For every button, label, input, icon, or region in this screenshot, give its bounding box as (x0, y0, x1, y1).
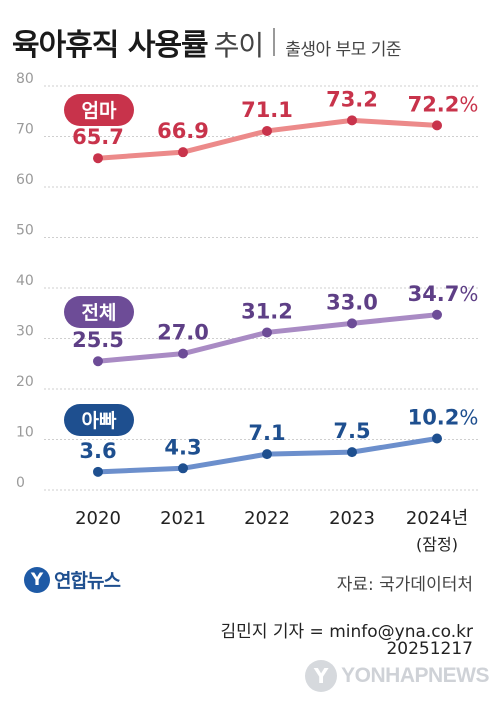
x-tick-labels: 2020 2021 2022 2023 2024년 (잠정) (75, 508, 468, 554)
x-tick-label: 2020 (75, 508, 121, 529)
series-badge-label: 아빠 (82, 410, 117, 432)
x-tick-sublabel: (잠정) (416, 535, 458, 554)
data-point (262, 327, 272, 338)
data-point (432, 309, 442, 320)
data-point (347, 447, 357, 458)
x-tick-label: 2022 (244, 508, 290, 529)
data-label: 7.1 (248, 421, 285, 445)
series-2: 25.5 27.0 31.2 33.0 34.7% 전체 (64, 282, 479, 367)
y-tick-label: 70 (16, 122, 34, 138)
data-point (93, 153, 103, 164)
series-3: 3.6 4.3 7.1 7.5 10.2% 아빠 (64, 404, 478, 477)
x-tick-label: 2024년 (406, 508, 468, 529)
series-1: 65.7 66.9 71.1 73.2 72.2% 엄마 (64, 87, 479, 164)
data-label: 3.6 (79, 439, 116, 463)
data-label: 65.7 (72, 125, 124, 149)
series-badge-label: 전체 (82, 302, 117, 324)
data-point (93, 356, 103, 367)
data-label: 72.2% (408, 92, 479, 116)
x-tick-label: 2021 (160, 508, 206, 529)
line-chart: 0 10 20 30 40 50 60 70 80 2020 2021 2022 2023 2024년 (… (16, 71, 479, 554)
series-badge (64, 404, 134, 436)
y-tick-label: 10 (16, 425, 34, 441)
series-group: 65.7 66.9 71.1 73.2 72.2% 엄마 25.5 27.0 31.2 33.0 3… (64, 87, 479, 477)
data-label: 71.1 (241, 98, 293, 122)
data-label: 4.3 (164, 435, 201, 459)
data-label: 31.2 (241, 299, 293, 323)
data-label: 7.5 (333, 419, 370, 443)
data-point (262, 125, 272, 136)
title-divider (273, 28, 276, 56)
reporter-credit: 김민지 기자 = minfo@yna.co.kr (220, 622, 473, 642)
chart-title-tail: 추이 (213, 29, 265, 62)
data-label: 34.7% (408, 282, 479, 306)
data-label: 27.0 (157, 321, 209, 345)
watermark-text: YONHAPNEWS (341, 664, 489, 687)
y-tick-label: 50 (16, 223, 34, 239)
data-label-unit: % (459, 92, 478, 116)
data-label: 33.0 (326, 290, 378, 314)
watermark-icon: Y (305, 660, 338, 692)
chart-title-row: 육아휴직 사용률 추이 출생아 부모 기준 (12, 20, 401, 64)
publish-date: 20251217 (386, 639, 473, 659)
y-tick-label: 30 (16, 324, 34, 340)
data-point (178, 147, 188, 158)
x-tick-label: 2023 (329, 508, 375, 529)
data-label-unit: % (459, 282, 478, 306)
data-label: 25.5 (72, 328, 124, 352)
data-point (432, 120, 442, 131)
y-tick-label: 20 (16, 374, 34, 390)
data-label: 66.9 (157, 119, 209, 143)
series-badge (64, 94, 134, 126)
y-tick-label: 80 (16, 71, 34, 87)
source-note: 자료: 국가데이터처 (336, 575, 473, 595)
y-tick-label: 40 (16, 273, 34, 289)
series-badge-label: 엄마 (82, 100, 117, 122)
data-point (432, 433, 442, 444)
yonhap-logo-icon: Y (24, 566, 50, 593)
yonhap-logo: Y 연합뉴스 (24, 566, 121, 593)
data-point (93, 466, 103, 477)
data-point (347, 318, 357, 329)
chart-title: 육아휴직 사용률 (12, 28, 209, 63)
data-point (347, 115, 357, 126)
data-point (262, 449, 272, 460)
data-point (178, 463, 188, 474)
data-label: 10.2% (408, 405, 479, 429)
y-tick-label: 0 (16, 475, 25, 491)
chart-subtitle: 출생아 부모 기준 (285, 40, 401, 60)
grid-lines (44, 85, 478, 491)
y-tick-label: 60 (16, 172, 34, 188)
data-point (178, 348, 188, 359)
y-tick-labels: 0 10 20 30 40 50 60 70 80 (16, 71, 34, 491)
data-label: 73.2 (326, 87, 378, 111)
data-label-unit: % (459, 405, 478, 429)
series-badge (64, 296, 134, 328)
watermark: Y YONHAPNEWS (305, 660, 489, 692)
yonhap-logo-text: 연합뉴스 (54, 570, 121, 592)
